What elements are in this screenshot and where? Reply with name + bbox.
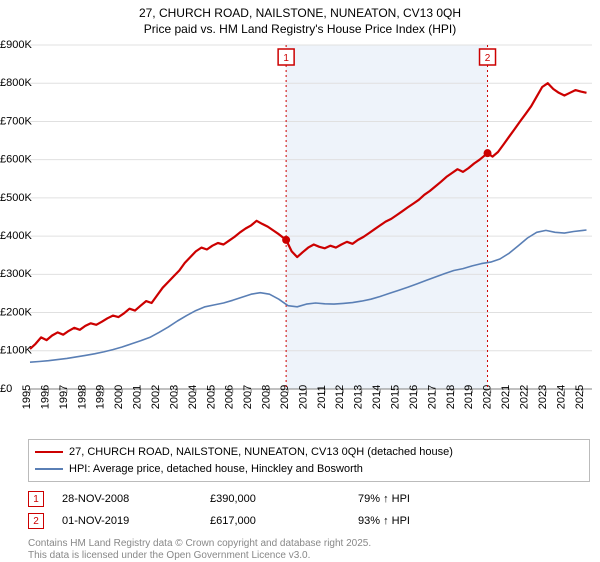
- svg-text:2001: 2001: [132, 385, 144, 409]
- chart-title: 27, CHURCH ROAD, NAILSTONE, NUNEATON, CV…: [0, 0, 600, 39]
- svg-text:£0: £0: [0, 383, 12, 395]
- footer-line-1: Contains HM Land Registry data © Crown c…: [28, 538, 590, 550]
- svg-text:2022: 2022: [519, 385, 531, 409]
- svg-text:2023: 2023: [537, 385, 549, 409]
- svg-text:1999: 1999: [95, 385, 107, 409]
- svg-text:2003: 2003: [168, 385, 180, 409]
- svg-text:£600K: £600K: [0, 154, 32, 166]
- svg-text:2017: 2017: [426, 385, 438, 409]
- svg-text:2002: 2002: [150, 385, 162, 409]
- marker-pct: 93% ↑ HPI: [358, 515, 478, 527]
- svg-text:2015: 2015: [390, 385, 402, 409]
- svg-text:2020: 2020: [482, 385, 494, 409]
- chart-area: £0 £100K £200K £300K £400K £500K £600K £700K £80…: [0, 39, 600, 435]
- svg-text:2010: 2010: [297, 385, 309, 409]
- line-chart-svg: £0 £100K £200K £300K £400K £500K £600K £700K £80…: [0, 39, 600, 435]
- svg-text:2016: 2016: [408, 385, 420, 409]
- svg-text:2009: 2009: [279, 385, 291, 409]
- svg-text:2021: 2021: [500, 385, 512, 409]
- svg-text:£300K: £300K: [0, 268, 32, 280]
- svg-text:£100K: £100K: [0, 345, 32, 357]
- legend-swatch: [35, 451, 63, 453]
- marker-number-box: 1: [28, 491, 44, 507]
- svg-text:2005: 2005: [205, 385, 217, 409]
- sale-marker-table: 1 28-NOV-2008 £390,000 79% ↑ HPI 2 01-NOV-201…: [28, 488, 590, 532]
- legend-item: 27, CHURCH ROAD, NAILSTONE, NUNEATON, CV…: [35, 444, 583, 461]
- marker-price: £390,000: [210, 493, 340, 505]
- svg-text:£200K: £200K: [0, 307, 32, 319]
- marker-pct: 79% ↑ HPI: [358, 493, 478, 505]
- legend: 27, CHURCH ROAD, NAILSTONE, NUNEATON, CV…: [28, 439, 590, 482]
- footer-line-2: This data is licensed under the Open Gov…: [28, 550, 590, 562]
- svg-text:1: 1: [283, 53, 289, 64]
- svg-text:2018: 2018: [445, 385, 457, 409]
- footer-attribution: Contains HM Land Registry data © Crown c…: [28, 538, 590, 562]
- svg-text:2007: 2007: [242, 385, 254, 409]
- svg-text:2014: 2014: [371, 385, 383, 409]
- svg-text:2011: 2011: [316, 385, 328, 409]
- svg-text:£700K: £700K: [0, 116, 32, 128]
- svg-text:1997: 1997: [58, 385, 70, 409]
- svg-text:2004: 2004: [187, 385, 199, 409]
- svg-text:2025: 2025: [574, 385, 586, 409]
- svg-text:2008: 2008: [261, 385, 273, 409]
- marker-number-box: 2: [28, 513, 44, 529]
- svg-text:£500K: £500K: [0, 192, 32, 204]
- svg-text:2006: 2006: [224, 385, 236, 409]
- legend-label: HPI: Average price, detached house, Hinc…: [69, 461, 363, 478]
- svg-text:2019: 2019: [463, 385, 475, 409]
- marker-price: £617,000: [210, 515, 340, 527]
- legend-swatch: [35, 468, 63, 470]
- marker-date: 01-NOV-2019: [62, 515, 192, 527]
- legend-label: 27, CHURCH ROAD, NAILSTONE, NUNEATON, CV…: [69, 444, 453, 461]
- svg-text:£900K: £900K: [0, 39, 32, 51]
- svg-text:1996: 1996: [39, 385, 51, 409]
- title-line-1: 27, CHURCH ROAD, NAILSTONE, NUNEATON, CV…: [0, 6, 600, 22]
- marker-row: 1 28-NOV-2008 £390,000 79% ↑ HPI: [28, 488, 590, 510]
- legend-item: HPI: Average price, detached house, Hinc…: [35, 461, 583, 478]
- svg-text:1995: 1995: [21, 385, 33, 409]
- svg-text:2012: 2012: [334, 385, 346, 409]
- svg-text:£800K: £800K: [0, 77, 32, 89]
- marker-date: 28-NOV-2008: [62, 493, 192, 505]
- marker-row: 2 01-NOV-2019 £617,000 93% ↑ HPI: [28, 510, 590, 532]
- svg-text:2024: 2024: [555, 385, 567, 409]
- title-line-2: Price paid vs. HM Land Registry's House …: [0, 22, 600, 38]
- svg-text:£400K: £400K: [0, 230, 32, 242]
- svg-text:1998: 1998: [76, 385, 88, 409]
- svg-text:2013: 2013: [353, 385, 365, 409]
- svg-text:2: 2: [485, 53, 491, 64]
- svg-text:2000: 2000: [113, 385, 125, 409]
